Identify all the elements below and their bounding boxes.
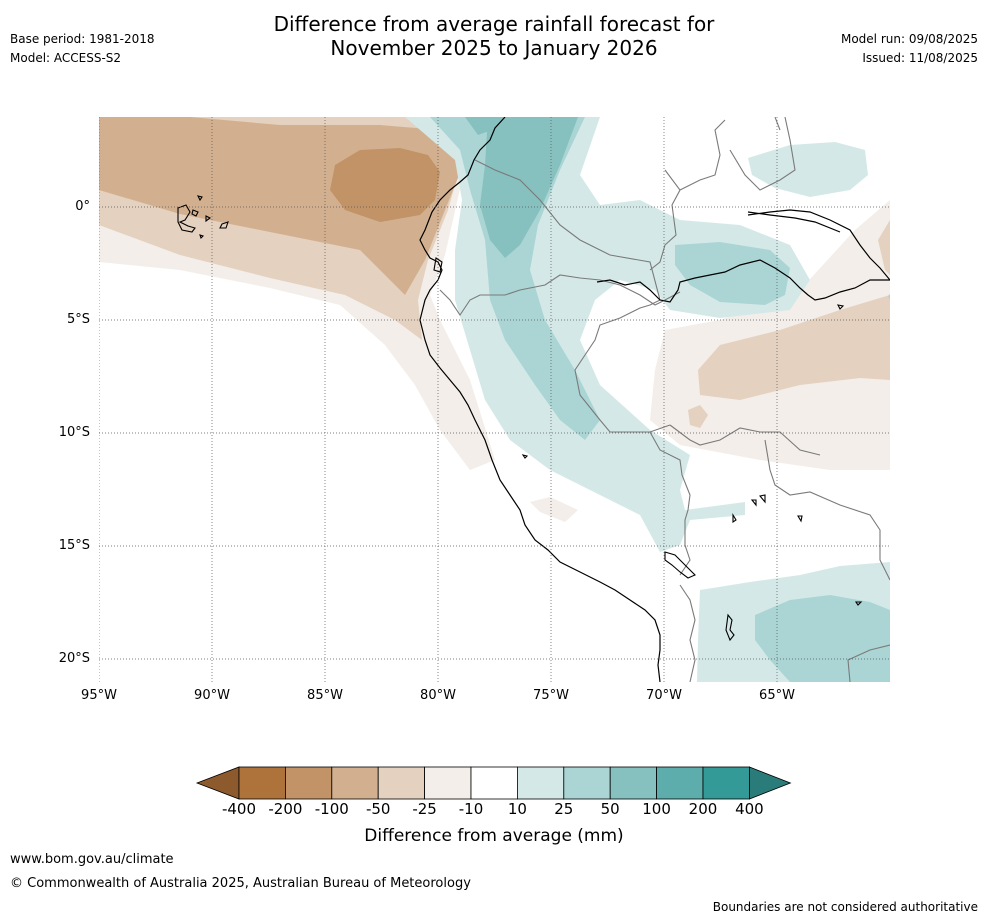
model-name: Model: ACCESS-S2 [10, 51, 122, 65]
colorbar-swatch [424, 766, 472, 800]
country-borders [439, 117, 890, 682]
copyright-text: © Commonwealth of Australia 2025, Austra… [10, 876, 471, 891]
colorbar-extend-high [749, 766, 792, 800]
colorbar-swatch [470, 766, 518, 800]
lon-label-90w: 90°W [194, 688, 230, 703]
lon-label-75w: 75°W [533, 688, 569, 703]
colorbar-tick-label: 100 [642, 800, 671, 818]
wet-anomaly-south-25 [755, 595, 890, 682]
wet-anomaly-south-tiny [888, 294, 890, 300]
lon-label-70w: 70°W [646, 688, 682, 703]
meta-right: Model run: 09/08/2025 Issued: 11/08/2025 [841, 30, 978, 68]
colorbar-tick-label: -10 [458, 800, 484, 818]
dry-anomaly-east-25c [878, 220, 890, 275]
lon-label-80w: 80°W [420, 688, 456, 703]
map-plot-area [99, 117, 890, 682]
dry-anomaly-east-10b [862, 460, 880, 467]
colorbar-tick-label: 400 [735, 800, 764, 818]
colorbar-tick-label: 25 [554, 800, 574, 818]
colorbar-swatch [702, 766, 750, 800]
lat-label-0: 0° [75, 199, 90, 214]
colorbar-tick-label: -25 [412, 800, 437, 818]
lat-label-10s: 10°S [58, 425, 90, 440]
colorbar-tick-label: 10 [507, 800, 527, 818]
colorbar-swatch [656, 766, 704, 800]
colorbar-swatch [377, 766, 426, 800]
colorbar-tick-label: -200 [268, 800, 303, 818]
lake-titicaca [664, 551, 696, 579]
graticule [99, 117, 890, 682]
wet-anomaly-50-tip [465, 117, 500, 135]
wet-anomaly-25 [430, 117, 600, 440]
wet-anomaly-50 [480, 117, 578, 258]
map-title: Difference from average rainfall forecas… [0, 12, 988, 60]
dry-anomaly-east-25 [698, 295, 890, 400]
meta-left: Base period: 1981-2018 Model: ACCESS-S2 [10, 30, 155, 68]
issued-date: Issued: 11/08/2025 [862, 51, 978, 65]
colorbar-tick-label: -400 [221, 800, 257, 818]
colorbar-tick-label: -50 [365, 800, 391, 818]
colorbar-tick-label: 200 [688, 800, 718, 818]
wet-anomaly-northeast [748, 142, 868, 197]
lat-label-5s: 5°S [66, 312, 90, 327]
base-period: Base period: 1981-2018 [10, 32, 155, 46]
lon-label-65w: 65°W [759, 688, 795, 703]
dry-anomaly-100 [330, 148, 440, 222]
colorbar [195, 766, 792, 800]
wet-anomaly-25-east [675, 242, 790, 305]
lon-label-85w: 85°W [307, 688, 343, 703]
coastlines [419, 117, 890, 682]
dry-anomaly-small [530, 497, 578, 522]
lon-label-95w: 95°W [81, 688, 117, 703]
title-line-2: November 2025 to January 2026 [330, 36, 658, 60]
colorbar-swatch [609, 766, 658, 800]
disclaimer-text: Boundaries are not considered authoritat… [712, 900, 978, 914]
colorbar-tick-label: -100 [314, 800, 349, 818]
colorbar-extend-low [195, 766, 240, 800]
colorbar-swatch [563, 766, 611, 800]
colorbar-swatch [284, 766, 333, 800]
model-run: Model run: 09/08/2025 [840, 32, 978, 46]
colorbar-swatch [238, 766, 286, 800]
lat-label-20s: 20°S [58, 651, 90, 666]
colorbar-swatch [331, 766, 379, 800]
website-link[interactable]: www.bom.gov.au/climate [10, 852, 174, 867]
colorbar-title: Difference from average (mm) [364, 826, 624, 846]
dry-anomaly-east-25b [688, 405, 708, 428]
colorbar-tick-label: 50 [600, 800, 620, 818]
islands-and-lakes [177, 195, 863, 642]
title-line-1: Difference from average rainfall forecas… [273, 12, 715, 36]
lat-label-15s: 15°S [58, 538, 90, 553]
galapagos-islands [177, 204, 196, 233]
colorbar-swatch [517, 766, 565, 800]
